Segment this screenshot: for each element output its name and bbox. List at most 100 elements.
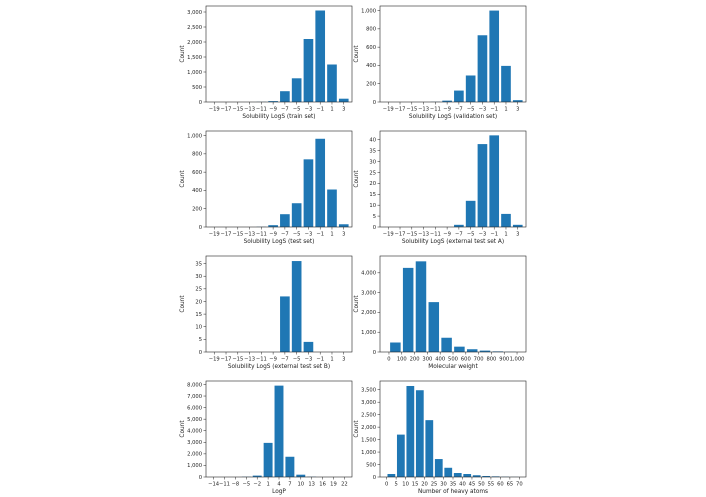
histogram-bar [296,474,306,477]
x-tick-label: −9 [443,107,451,113]
histogram-bar [315,10,326,102]
x-tick-label: 20 [421,482,428,488]
chart-panel-2: −19 −17 −15 −13 −11 −9 −7 −5 −3 −1 1 30200400600800… [354,5,527,120]
histogram-bar [479,350,491,352]
x-tick-label: −3 [479,107,487,113]
x-tick-label: 22 [341,482,348,488]
x-tick-label: −7 [455,232,463,238]
x-tick-label: 35 [450,482,457,488]
histogram-bar [501,213,511,227]
histogram-bar [434,459,443,477]
x-tick-label: −13 [244,357,255,363]
histogram-bar [425,420,434,477]
y-tick-label: 3,000 [187,440,202,446]
x-tick-label: 1 [330,232,333,238]
x-tick-label: −15 [232,232,243,238]
x-tick-label: 45 [469,482,476,488]
x-tick-label: −9 [269,232,277,238]
histogram-bar [453,473,462,477]
y-tick-label: 500 [366,462,376,468]
histogram-bar [291,261,302,352]
x-tick-label: −2 [253,482,261,488]
x-tick-label: 50 [478,482,485,488]
y-tick-label: 800 [366,27,376,33]
histogram-bar [472,475,481,477]
x-tick-label: 60 [497,482,504,488]
histogram-bar [274,385,284,477]
histogram-bar [512,100,523,102]
y-tick-label: 30 [369,159,376,165]
x-tick-label: −5 [293,232,301,238]
x-tick-label: −13 [418,232,429,238]
x-axis-label: Solubility LogS (validation set) [409,114,497,120]
y-tick-label: 0 [199,225,202,231]
x-tick-label: −15 [406,107,417,113]
chart-panel-8: 0 5 10 15 20 25 30 35 40 45 50 55 60 65 7005001,0001,5… [354,380,527,495]
histogram-bar [454,224,464,227]
histogram-bar [402,267,414,352]
plot-frame [205,130,353,228]
x-axis-label: Molecular weight [428,364,478,370]
histogram-bar [482,476,491,477]
x-tick-label: 3 [342,357,345,363]
x-tick-label: 100 [397,357,407,363]
y-tick-label: 10 [195,325,202,331]
histogram-bar [491,476,500,477]
histogram-bar [465,75,476,102]
histogram-bar [444,467,453,477]
x-tick-label: 600 [461,357,471,363]
y-tick-label: 4,000 [361,271,376,277]
y-tick-label: 200 [366,82,376,88]
x-tick-label: 1 [330,357,333,363]
x-tick-label: 3 [516,232,519,238]
y-tick-label: 1,000 [361,330,376,336]
x-tick-label: 55 [488,482,495,488]
histogram-bar [406,385,415,477]
x-tick-label: 1,000 [510,357,525,363]
y-tick-label: 15 [195,312,202,318]
histogram-bar [489,135,500,227]
x-tick-label: −8 [232,482,240,488]
x-tick-label: 15 [412,482,419,488]
x-tick-label: −3 [305,232,313,238]
y-tick-label: 0 [199,475,202,481]
x-tick-label: −19 [383,107,394,113]
chart-panel-6: 0 100 200 300 400 500 600 700 800 900 1,00001,0002… [354,255,527,370]
x-tick-label: −5 [467,232,475,238]
y-tick-label: 35 [369,148,376,154]
y-tick-label: 3,000 [361,400,376,406]
histogram-bar [291,78,302,102]
histogram-bar [415,390,424,477]
y-axis-label: Count [180,295,186,313]
histogram-bar [387,474,396,477]
x-axis-label: Solubility LogS (external test set A) [402,239,504,245]
histogram-bar [441,337,452,352]
x-tick-label: −13 [418,107,429,113]
y-tick-label: 0 [373,100,376,106]
plot-frame [205,5,353,103]
histogram-bar [263,442,273,477]
histogram-bar [303,341,314,352]
histogram-bar [501,65,511,102]
x-tick-label: −3 [305,357,313,363]
x-tick-label: −9 [269,107,277,113]
y-tick-label: 25 [369,170,376,176]
histogram-bar [477,144,488,227]
x-tick-label: −7 [281,357,289,363]
x-tick-label: −1 [316,107,324,113]
x-tick-label: 800 [486,357,496,363]
x-tick-label: −13 [244,107,255,113]
x-tick-label: −1 [490,107,498,113]
x-tick-label: 0 [385,482,388,488]
x-tick-label: −5 [467,107,475,113]
x-tick-label: −1 [316,357,324,363]
plot-frame [379,5,527,103]
histogram-bar [463,474,472,477]
x-axis-label: Solubility LogS (test set) [244,239,315,245]
x-tick-label: −7 [455,107,463,113]
y-tick-label: 2,000 [187,452,202,458]
y-tick-label: 25 [195,287,202,293]
x-tick-label: −1 [316,232,324,238]
histogram-bar [477,35,488,103]
x-tick-label: −11 [256,232,267,238]
